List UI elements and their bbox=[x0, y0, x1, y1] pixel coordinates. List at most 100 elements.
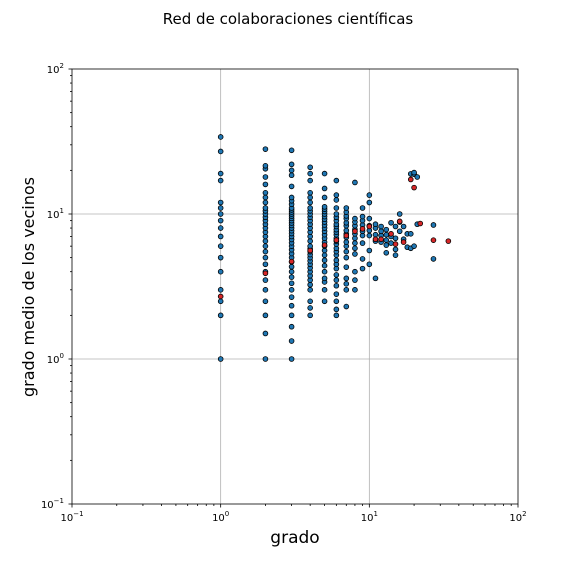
node-point bbox=[322, 186, 327, 191]
average-point bbox=[353, 229, 358, 234]
node-point bbox=[218, 149, 223, 154]
node-point bbox=[263, 195, 268, 200]
node-point bbox=[322, 276, 327, 281]
node-point bbox=[308, 299, 313, 304]
average-point bbox=[389, 231, 394, 236]
node-point bbox=[308, 239, 313, 244]
node-point bbox=[389, 241, 394, 246]
node-point bbox=[431, 257, 436, 262]
node-point bbox=[360, 206, 365, 211]
average-point bbox=[373, 237, 378, 242]
node-point bbox=[334, 193, 339, 198]
node-point bbox=[263, 175, 268, 180]
node-point bbox=[393, 247, 398, 252]
node-point bbox=[289, 264, 294, 269]
node-point bbox=[289, 184, 294, 189]
node-point bbox=[367, 233, 372, 238]
node-point bbox=[308, 287, 313, 292]
node-point bbox=[334, 178, 339, 183]
node-point bbox=[218, 135, 223, 140]
y-axis-label: grado medio de los vecinos bbox=[19, 177, 38, 397]
node-point bbox=[367, 262, 372, 267]
node-point bbox=[308, 206, 313, 211]
node-point bbox=[373, 276, 378, 281]
chart-title: Red de colaboraciones científicas bbox=[163, 10, 414, 28]
node-point bbox=[360, 257, 365, 262]
node-point bbox=[263, 313, 268, 318]
node-point bbox=[263, 299, 268, 304]
node-point bbox=[397, 212, 402, 217]
y-tick-label: 100 bbox=[47, 352, 64, 366]
node-point bbox=[322, 253, 327, 258]
average-point bbox=[379, 237, 384, 242]
node-point bbox=[360, 214, 365, 219]
node-point bbox=[334, 313, 339, 318]
node-point bbox=[218, 206, 223, 211]
average-point bbox=[408, 177, 413, 182]
node-point bbox=[322, 195, 327, 200]
node-point bbox=[218, 313, 223, 318]
node-point bbox=[289, 168, 294, 173]
node-point bbox=[322, 269, 327, 274]
node-point bbox=[289, 162, 294, 167]
node-point bbox=[308, 171, 313, 176]
node-point bbox=[289, 324, 294, 329]
node-point bbox=[384, 232, 389, 237]
node-point bbox=[289, 269, 294, 274]
node-point bbox=[263, 163, 268, 168]
node-point bbox=[344, 287, 349, 292]
node-point bbox=[218, 255, 223, 260]
node-point bbox=[218, 218, 223, 223]
node-point bbox=[263, 249, 268, 254]
node-point bbox=[263, 331, 268, 336]
node-point bbox=[367, 193, 372, 198]
node-point bbox=[334, 212, 339, 217]
node-point bbox=[322, 299, 327, 304]
node-series bbox=[218, 135, 436, 362]
node-point bbox=[334, 307, 339, 312]
node-point bbox=[289, 295, 294, 300]
average-point bbox=[344, 233, 349, 238]
node-point bbox=[412, 170, 417, 175]
y-tick-label: 101 bbox=[47, 207, 64, 221]
node-point bbox=[408, 231, 413, 236]
node-point bbox=[415, 175, 420, 180]
node-point bbox=[263, 206, 268, 211]
node-point bbox=[384, 238, 389, 243]
node-point bbox=[367, 248, 372, 253]
node-point bbox=[334, 283, 339, 288]
average-point bbox=[446, 239, 451, 244]
node-point bbox=[393, 224, 398, 229]
node-point bbox=[218, 244, 223, 249]
node-point bbox=[360, 241, 365, 246]
node-point bbox=[322, 263, 327, 268]
node-point bbox=[218, 269, 223, 274]
average-point bbox=[218, 294, 223, 299]
node-point bbox=[263, 287, 268, 292]
average-point bbox=[367, 224, 372, 229]
node-point bbox=[344, 265, 349, 270]
node-point bbox=[384, 243, 389, 248]
node-point bbox=[289, 339, 294, 344]
node-point bbox=[334, 278, 339, 283]
node-point bbox=[431, 223, 436, 228]
node-point bbox=[353, 180, 358, 185]
average-point bbox=[418, 221, 423, 226]
node-point bbox=[344, 206, 349, 211]
node-point bbox=[384, 250, 389, 255]
node-point bbox=[353, 241, 358, 246]
node-point bbox=[308, 178, 313, 183]
x-tick-label: 100 bbox=[212, 510, 229, 524]
grid-lines bbox=[72, 69, 518, 504]
data-points bbox=[218, 135, 450, 362]
node-point bbox=[263, 200, 268, 205]
node-point bbox=[344, 281, 349, 286]
node-point bbox=[322, 287, 327, 292]
node-point bbox=[373, 222, 378, 227]
node-point bbox=[263, 147, 268, 152]
node-point bbox=[322, 171, 327, 176]
node-point bbox=[344, 228, 349, 233]
node-point bbox=[289, 357, 294, 362]
node-point bbox=[289, 313, 294, 318]
